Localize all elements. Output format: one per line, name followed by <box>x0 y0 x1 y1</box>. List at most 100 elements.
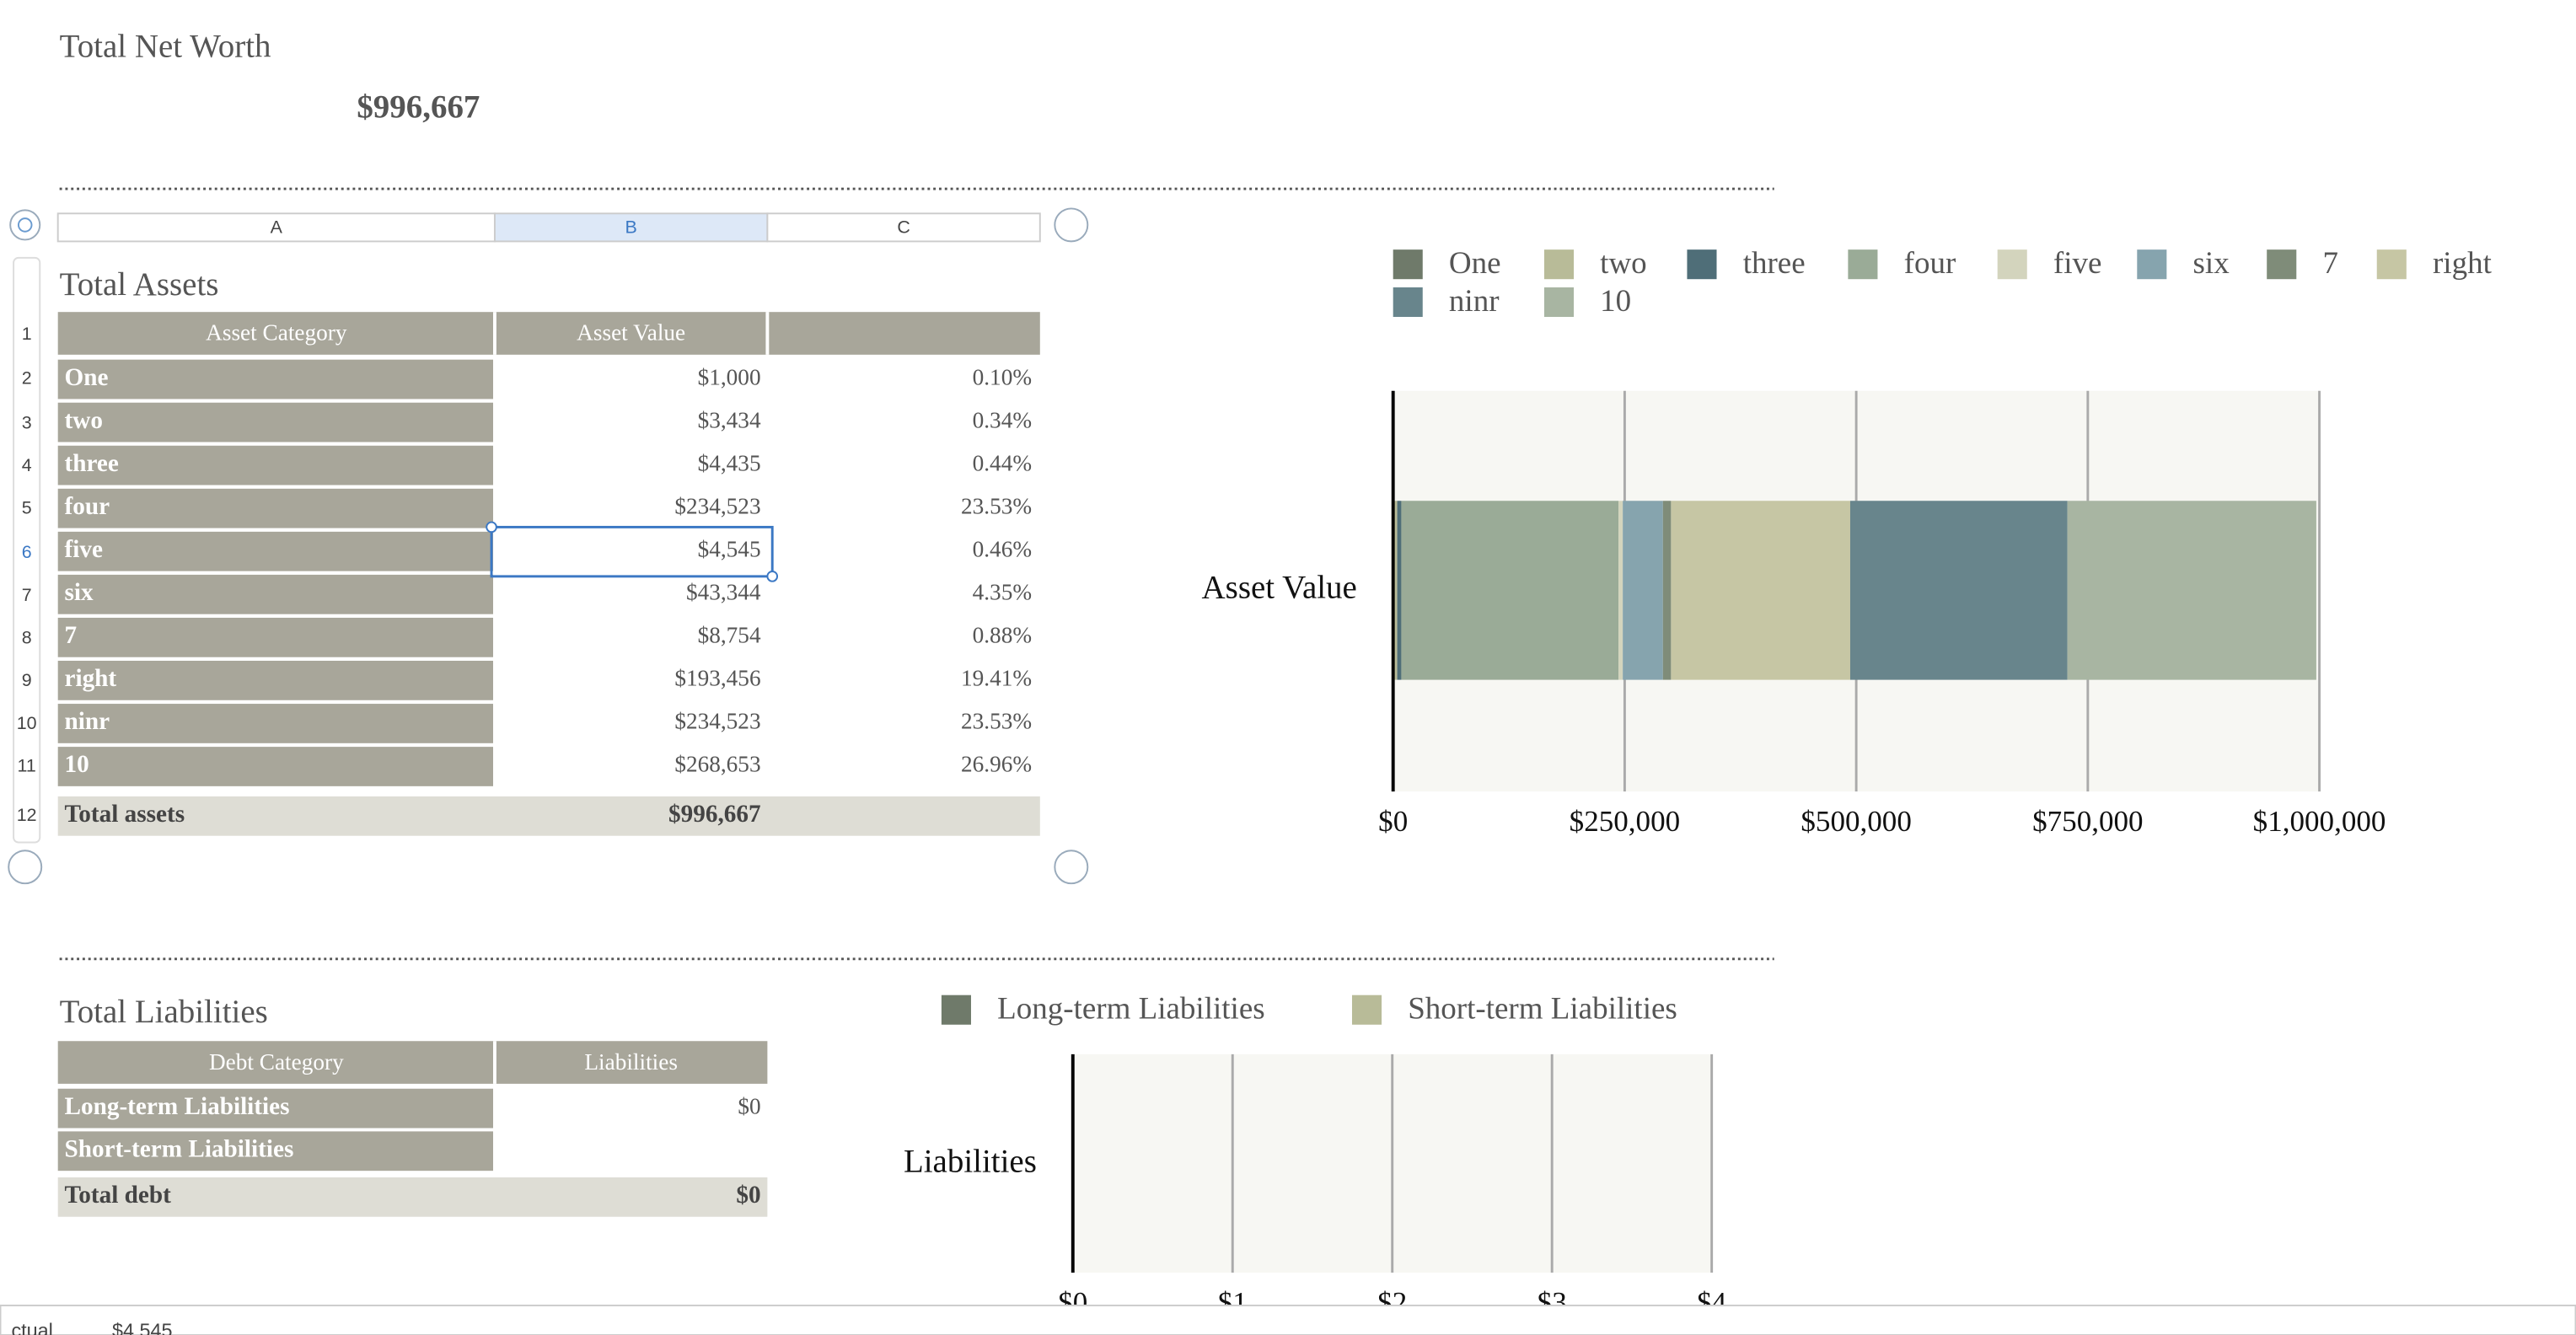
legend-label: four <box>1904 246 1956 281</box>
value-cell: $3,434 <box>698 407 761 432</box>
row-number: 11 <box>18 756 36 776</box>
percent-cell: 0.34% <box>973 407 1032 432</box>
percent-cell: 0.46% <box>973 537 1032 562</box>
category-name: ninr <box>64 708 110 735</box>
value-cell: $4,435 <box>698 450 761 475</box>
total-label: Total debt <box>64 1182 171 1209</box>
status-value: $4,545 <box>112 1319 172 1335</box>
legend-swatch <box>1351 995 1382 1025</box>
category-name: three <box>64 450 118 477</box>
value-cell: $4,545 <box>698 537 761 562</box>
legend-label: three <box>1743 246 1806 281</box>
legend-swatch <box>1848 249 1878 280</box>
percent-cell: 0.10% <box>973 364 1032 389</box>
bar-segment <box>1618 501 1623 680</box>
table-title: Total Liabilities <box>60 994 268 1030</box>
row-number: 2 <box>22 368 32 389</box>
legend-swatch <box>1543 287 1575 318</box>
selection-handle[interactable] <box>766 571 779 582</box>
category-cell <box>57 531 494 571</box>
legend-swatch <box>1687 249 1717 280</box>
category-name: Short-term Liabilities <box>64 1135 293 1162</box>
category-name: Long-term Liabilities <box>64 1093 289 1120</box>
bar-segment <box>2067 501 2316 680</box>
category-cell <box>57 747 494 786</box>
percent-cell: 0.44% <box>973 450 1032 475</box>
column-label: C <box>897 217 910 237</box>
x-tick-label: $1,000,000 <box>2253 805 2386 838</box>
selection-handle[interactable] <box>486 521 497 533</box>
row-number: 7 <box>22 585 32 605</box>
status-label: ctual <box>11 1319 52 1335</box>
category-name: One <box>64 364 108 391</box>
category-cell <box>57 574 494 614</box>
category-cell <box>57 661 494 700</box>
legend-swatch <box>2376 249 2407 280</box>
total-row <box>57 796 1040 836</box>
legend-label: 7 <box>2322 246 2338 281</box>
x-tick-label: $250,000 <box>1570 805 1680 838</box>
value-cell: $193,456 <box>674 666 760 691</box>
category-label: Asset Value <box>1202 569 1357 605</box>
category-cell <box>57 445 494 485</box>
percent-cell: 23.53% <box>961 493 1032 518</box>
column-handle[interactable] <box>1054 207 1089 243</box>
category-name: right <box>64 665 116 692</box>
category-name: two <box>64 407 102 434</box>
total-row <box>57 1177 768 1217</box>
value-cell: $268,653 <box>674 752 760 777</box>
legend-label: six <box>2193 246 2230 281</box>
row-number: 12 <box>17 805 37 825</box>
row-number: 5 <box>22 498 32 518</box>
header-row <box>57 312 1040 355</box>
category-cell <box>57 1131 494 1171</box>
x-tick-label: $750,000 <box>2032 805 2143 838</box>
column-label: B <box>625 217 637 237</box>
category-label: Liabilities <box>904 1143 1037 1179</box>
column-heading: Asset Category <box>206 320 347 346</box>
row-number: 1 <box>22 324 32 344</box>
table-handle[interactable] <box>17 217 33 233</box>
selected-cell[interactable] <box>490 525 774 578</box>
net-worth-value: $996,667 <box>357 88 480 125</box>
resize-handle[interactable] <box>1054 850 1089 885</box>
value-cell: $1,000 <box>698 364 761 389</box>
row-number: 6 <box>22 542 32 562</box>
legend-label: two <box>1600 246 1647 281</box>
bar-segment <box>1401 501 1619 680</box>
legend-label: right <box>2433 246 2493 281</box>
category-name: 10 <box>64 751 89 778</box>
bar-segment <box>1397 501 1402 680</box>
value-cell: $234,523 <box>674 493 760 518</box>
category-name: four <box>64 493 110 520</box>
column-label: A <box>271 217 283 237</box>
category-cell <box>57 488 494 528</box>
row-number: 9 <box>22 670 32 690</box>
page-title: Total Net Worth <box>60 28 271 64</box>
value-cell: $43,344 <box>686 580 761 605</box>
category-name: six <box>64 579 93 606</box>
category-cell <box>57 1088 494 1129</box>
legend-swatch <box>2137 249 2167 280</box>
row-number: 3 <box>22 412 32 432</box>
header-row <box>57 1041 768 1084</box>
bar-segment <box>1849 501 2068 680</box>
row-handle[interactable] <box>8 850 43 885</box>
category-cell <box>57 402 494 442</box>
legend-label: five <box>2053 246 2102 281</box>
category-name: five <box>64 536 102 563</box>
legend-label: Short-term Liabilities <box>1408 992 1677 1027</box>
category-cell <box>57 359 494 399</box>
column-header[interactable] <box>766 212 1041 243</box>
row-number: 10 <box>17 713 37 733</box>
value-cell: $8,754 <box>698 623 761 648</box>
legend-label: 10 <box>1600 284 1631 319</box>
bar-segment <box>1671 501 1850 680</box>
row-number: 8 <box>22 628 32 648</box>
category-cell <box>57 704 494 743</box>
row-number: 4 <box>22 455 32 475</box>
table-handle[interactable] <box>9 209 41 241</box>
legend-label: One <box>1449 246 1501 281</box>
value-cell: $0 <box>738 1093 760 1118</box>
